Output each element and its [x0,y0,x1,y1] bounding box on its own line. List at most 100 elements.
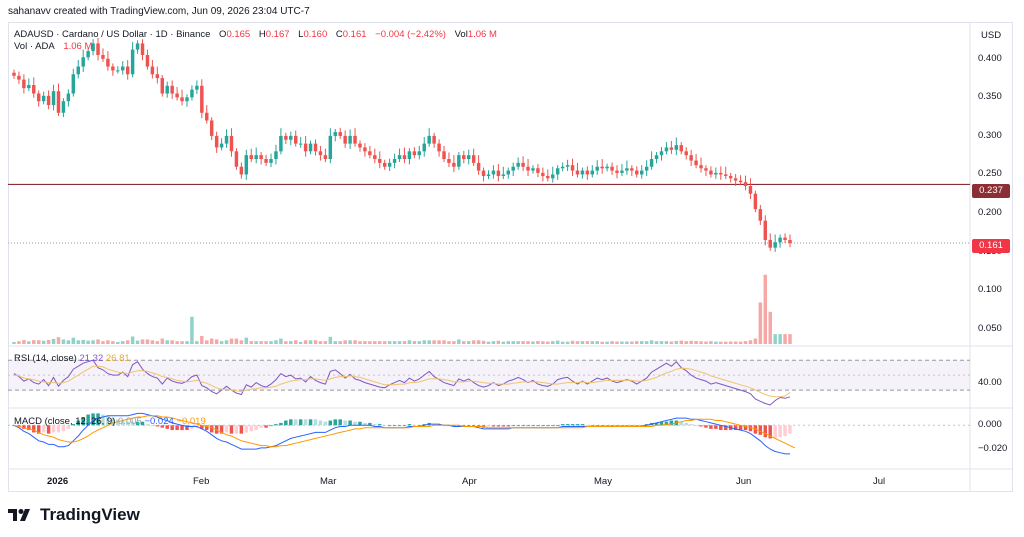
candle-body [135,43,140,50]
volume-bar [724,341,728,344]
candle-body [313,143,318,152]
macd-histogram-bar [501,425,506,427]
candle-body [289,135,293,140]
volume-bar [363,341,367,344]
candle-body [373,155,377,160]
candle-body [417,151,422,156]
macd-histogram-bar [185,425,189,431]
volume-bar [387,341,392,344]
volume-bar [303,340,308,344]
macd-histogram-bar [521,425,525,427]
candle-body [333,132,338,136]
macd-histogram-bar [328,420,333,426]
candle-body [709,170,713,175]
candle-body [160,78,165,94]
symbol-title[interactable]: ADAUSD · Cardano / US Dollar · 1D · Bina… [14,29,211,40]
volume-bar [195,341,199,344]
candle-body [496,170,501,176]
macd-histogram-bar [555,425,560,427]
macd-histogram-bar [368,422,372,426]
candle-body [91,43,95,52]
currency-label[interactable]: USD [981,30,1002,41]
chart-attribution: sahanavv created with TradingView.com, J… [8,6,310,17]
candle-body [96,43,100,55]
candle-body [704,168,708,171]
candle-body [605,166,609,169]
volume-bar [447,341,451,344]
macd-histogram-bar [541,425,545,427]
macd-histogram-bar [289,419,293,426]
close-label: C [335,29,343,40]
tradingview-logo[interactable]: TradingView [8,505,140,525]
volume-bar [373,341,377,344]
change-value: −0.004 (−2.42%) [375,29,446,40]
candle-body [294,135,298,144]
volume-bar [407,340,412,344]
volume-bar [264,341,268,344]
candle-body [279,135,283,152]
macd-histogram-bar [41,425,46,433]
macd-histogram-bar [323,421,328,426]
macd-tick-label: −0.020 [978,443,1008,455]
chart-frame [8,22,1013,492]
volume-bar [86,340,90,344]
price-tick-label: 0.200 [978,206,1002,218]
candle-body [86,51,90,58]
candle-body [748,186,753,194]
candle-body [724,174,728,176]
candle-body [758,209,763,221]
volume-bar [81,339,85,344]
candle-body [481,170,486,176]
candle-body [41,95,46,102]
macd-histogram-bar [175,425,179,431]
volume-bar [501,341,506,344]
volume-bar [674,340,679,344]
macd-histogram-bar [531,425,535,427]
volume-bar [234,338,239,344]
volume-bar [649,340,654,344]
volume-bar [279,338,283,344]
candle-body [679,145,683,152]
volume-bar [630,341,634,344]
candle-body [76,66,80,75]
volume-bar [348,340,352,344]
macd-histogram-bar [719,425,723,431]
candle-body [664,147,669,152]
volume-bar [758,302,763,344]
candle-body [51,91,56,106]
candle-body [150,66,155,75]
volume-bar [531,341,535,344]
volume-bar [190,316,194,344]
candle-body [145,54,150,67]
candle-body [511,166,515,171]
candle-body [175,93,179,98]
macd-histogram-bar [407,424,412,426]
macd-histogram-bar [684,422,688,426]
candle-body [610,166,614,171]
candle-body [753,193,758,210]
rsi-legend[interactable]: RSI (14, close) 21.32 26.81 [14,353,130,364]
macd-histogram-bar [46,425,51,434]
macd-histogram-bar [81,416,85,426]
macd-histogram-bar [788,425,792,434]
volume-bar [180,341,184,344]
volume-bar [625,341,629,344]
volume-bar [66,340,71,344]
candle-body [259,155,263,160]
candle-body [185,97,189,102]
candle-body [476,162,481,171]
volume-bar [659,341,664,344]
macd-histogram-bar [748,425,753,432]
volume-bar [491,341,496,344]
candle-body [22,79,26,89]
macd-legend[interactable]: MACD (close, 12, 26, 9) 0.005 −0.024 −0.… [14,416,206,427]
candle-body [328,135,333,160]
volume-bar [140,339,145,344]
macd-histogram-bar [27,425,31,431]
volume-indicator-label[interactable]: Vol · ADA [14,41,55,52]
macd-histogram-bar [294,419,298,426]
macd-histogram-bar [378,424,382,426]
volume-bar [694,340,698,344]
open-label: O [219,29,227,40]
